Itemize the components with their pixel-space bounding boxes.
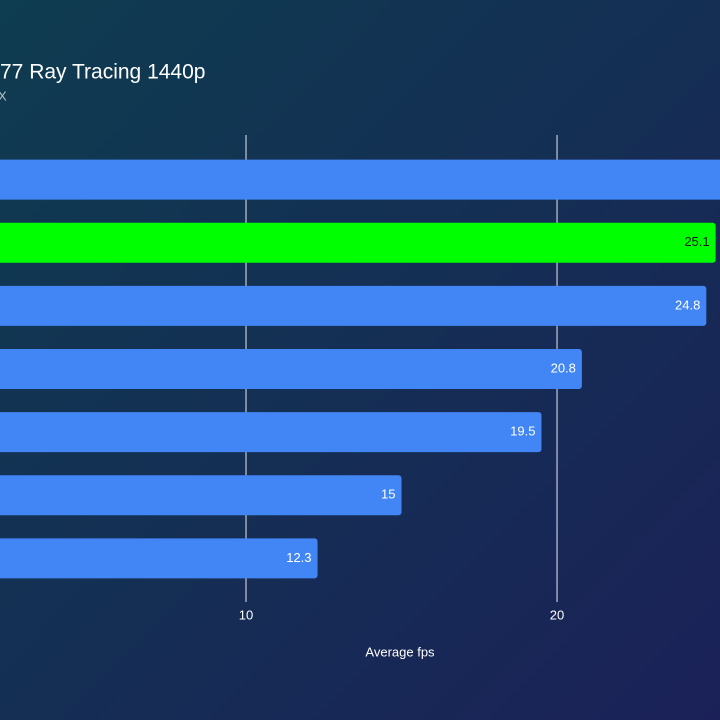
x-tick-label: 20	[550, 607, 564, 622]
bar	[0, 159, 720, 200]
bar	[0, 285, 707, 326]
value-label: 19.5	[510, 424, 535, 439]
value-label: 25.1	[684, 234, 709, 249]
value-label: 24.8	[675, 297, 700, 312]
x-axis-label: Average fps	[365, 644, 435, 659]
bar	[0, 538, 318, 579]
bar	[0, 412, 542, 453]
bar	[0, 222, 716, 263]
chart-subtitle: X	[0, 88, 7, 103]
bar	[0, 349, 582, 389]
x-tick-label: 10	[239, 607, 253, 622]
value-label: 20.8	[551, 360, 576, 375]
value-label: 15	[381, 487, 395, 502]
value-label: 12.3	[286, 550, 311, 565]
chart-title: 77 Ray Tracing 1440p	[0, 61, 205, 84]
bar	[0, 475, 402, 516]
